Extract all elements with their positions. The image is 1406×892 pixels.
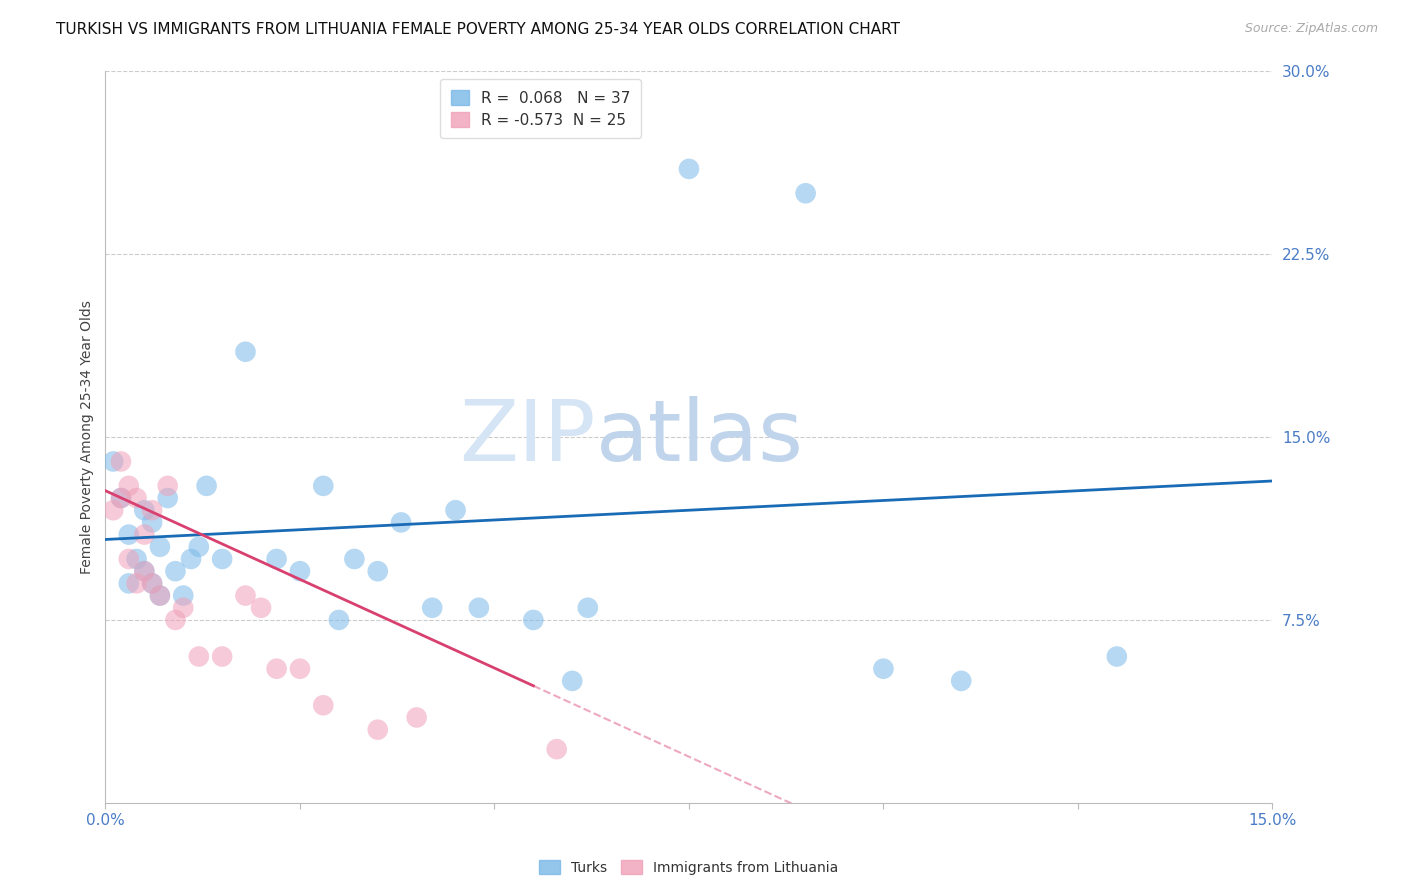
- Point: [343, 552, 366, 566]
- Point: [872, 662, 894, 676]
- Point: [312, 698, 335, 713]
- Point: [156, 491, 179, 505]
- Point: [235, 589, 257, 603]
- Y-axis label: Female Poverty Among 25-34 Year Olds: Female Poverty Among 25-34 Year Olds: [80, 300, 94, 574]
- Point: [125, 576, 148, 591]
- Point: [468, 600, 491, 615]
- Point: [678, 161, 700, 176]
- Point: [149, 589, 172, 603]
- Point: [794, 186, 817, 201]
- Point: [266, 662, 288, 676]
- Point: [125, 491, 148, 505]
- Text: atlas: atlas: [596, 395, 804, 479]
- Point: [367, 564, 389, 578]
- Point: [134, 503, 156, 517]
- Point: [141, 516, 163, 530]
- Legend: Turks, Immigrants from Lithuania: Turks, Immigrants from Lithuania: [534, 855, 844, 880]
- Point: [118, 479, 141, 493]
- Point: [141, 576, 163, 591]
- Point: [141, 576, 163, 591]
- Text: ZIP: ZIP: [460, 395, 596, 479]
- Point: [444, 503, 467, 517]
- Point: [561, 673, 583, 688]
- Point: [405, 710, 427, 724]
- Point: [149, 540, 172, 554]
- Point: [110, 454, 132, 468]
- Point: [103, 503, 125, 517]
- Point: [288, 662, 311, 676]
- Point: [367, 723, 389, 737]
- Point: [546, 742, 568, 756]
- Point: [180, 552, 202, 566]
- Point: [134, 527, 156, 541]
- Point: [141, 503, 163, 517]
- Point: [103, 454, 125, 468]
- Point: [1105, 649, 1128, 664]
- Point: [288, 564, 311, 578]
- Point: [172, 589, 194, 603]
- Text: TURKISH VS IMMIGRANTS FROM LITHUANIA FEMALE POVERTY AMONG 25-34 YEAR OLDS CORREL: TURKISH VS IMMIGRANTS FROM LITHUANIA FEM…: [56, 22, 900, 37]
- Point: [149, 589, 172, 603]
- Point: [187, 649, 209, 664]
- Point: [187, 540, 209, 554]
- Point: [165, 564, 187, 578]
- Point: [172, 600, 194, 615]
- Point: [195, 479, 218, 493]
- Point: [211, 552, 233, 566]
- Point: [134, 564, 156, 578]
- Point: [420, 600, 443, 615]
- Point: [125, 552, 148, 566]
- Legend: R =  0.068   N = 37, R = -0.573  N = 25: R = 0.068 N = 37, R = -0.573 N = 25: [440, 79, 641, 138]
- Point: [235, 344, 257, 359]
- Point: [328, 613, 350, 627]
- Point: [312, 479, 335, 493]
- Point: [250, 600, 273, 615]
- Point: [110, 491, 132, 505]
- Point: [576, 600, 599, 615]
- Point: [389, 516, 412, 530]
- Point: [110, 491, 132, 505]
- Point: [211, 649, 233, 664]
- Text: Source: ZipAtlas.com: Source: ZipAtlas.com: [1244, 22, 1378, 36]
- Point: [522, 613, 544, 627]
- Point: [118, 527, 141, 541]
- Point: [950, 673, 973, 688]
- Point: [118, 576, 141, 591]
- Point: [134, 564, 156, 578]
- Point: [156, 479, 179, 493]
- Point: [118, 552, 141, 566]
- Point: [165, 613, 187, 627]
- Point: [266, 552, 288, 566]
